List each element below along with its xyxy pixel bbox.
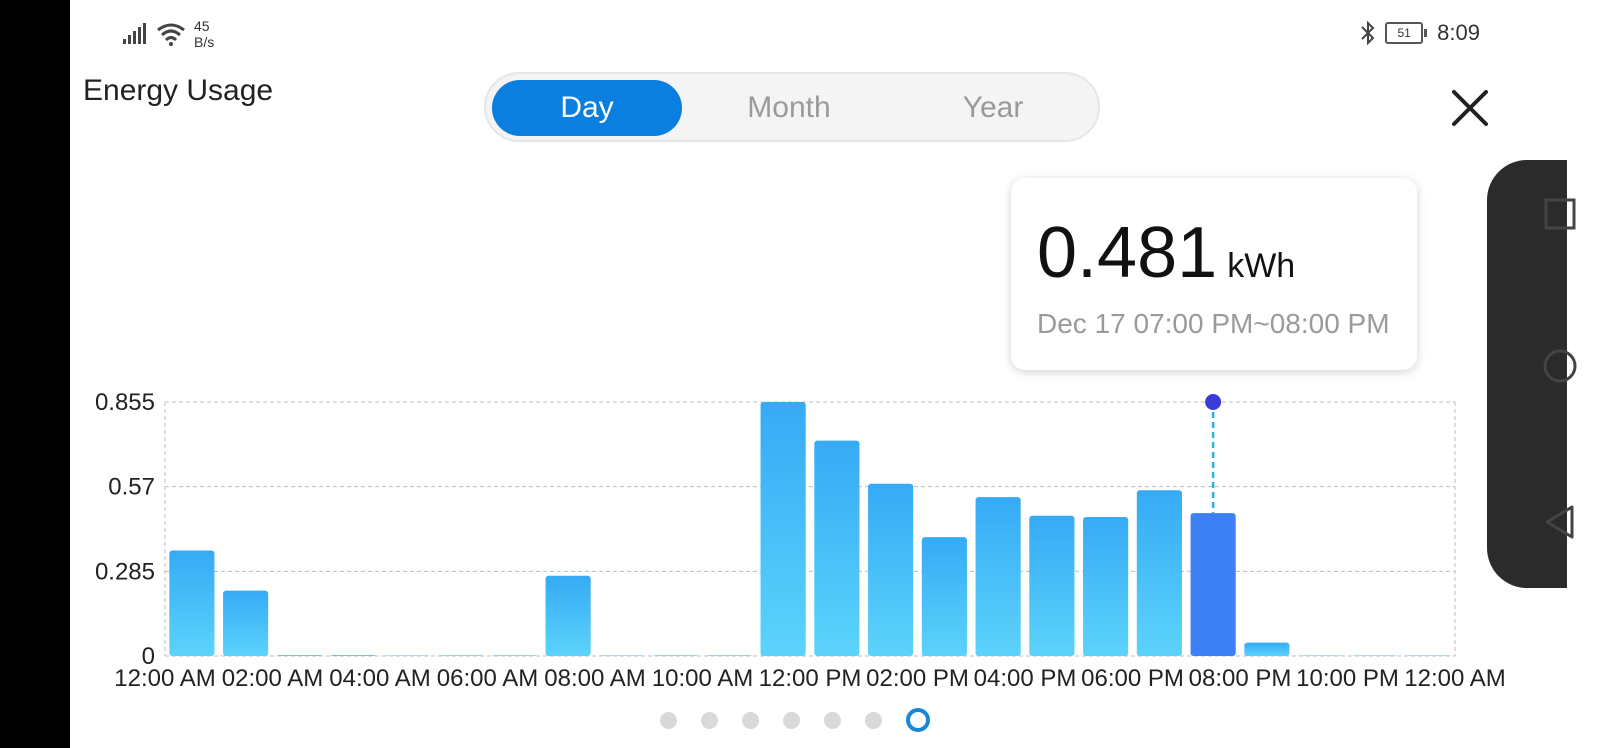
bar[interactable] xyxy=(868,483,914,656)
tab-year[interactable]: Year xyxy=(962,91,1024,124)
bar[interactable] xyxy=(384,655,430,657)
bar[interactable] xyxy=(276,655,322,656)
app-screen: 45 B/s 51 8:09 Energy Usage Day Month Ye… xyxy=(70,0,1520,748)
tooltip-time-range: Dec 17 07:00 PM~08:00 PM xyxy=(1037,308,1390,339)
x-tick-label: 04:00 AM xyxy=(329,665,430,692)
x-tick-label: 06:00 AM xyxy=(437,665,538,692)
network-speed-unit: B/s xyxy=(194,34,215,50)
pager-dot[interactable] xyxy=(742,711,759,729)
bar[interactable] xyxy=(1298,655,1344,657)
bar[interactable] xyxy=(1351,655,1397,657)
battery-level: 51 xyxy=(1397,26,1411,40)
x-tick-label: 06:00 PM xyxy=(1081,665,1184,692)
x-tick-label: 12:00 PM xyxy=(759,665,862,692)
x-tick-label: 08:00 PM xyxy=(1189,665,1292,692)
value-tooltip: 0.481 kWh Dec 17 07:00 PM~08:00 PM xyxy=(1011,178,1417,370)
home-icon[interactable] xyxy=(1542,348,1578,384)
back-icon[interactable] xyxy=(1542,504,1578,540)
network-speed-value: 45 xyxy=(194,18,210,34)
x-tick-label: 02:00 PM xyxy=(866,665,969,692)
pager-dot[interactable] xyxy=(783,711,800,729)
x-tick-label: 10:00 PM xyxy=(1296,665,1399,692)
pager-dot[interactable] xyxy=(824,711,841,729)
bar[interactable] xyxy=(921,537,967,656)
period-selector: Day Month Year xyxy=(484,72,1100,142)
y-tick-label: 0.855 xyxy=(95,389,155,416)
pager-dot[interactable] xyxy=(660,711,677,729)
battery-icon: 51 xyxy=(1385,22,1428,44)
status-left: 45 B/s xyxy=(122,18,214,50)
energy-bar-chart[interactable]: 0 0.285 0.57 0.855 12:00 AM 02:00 AM 04:00 AM 0… xyxy=(70,380,1520,700)
x-tick-label: 12:00 AM xyxy=(114,665,215,692)
bar[interactable] xyxy=(1244,642,1290,656)
x-tick-label: 12:00 AM xyxy=(1404,665,1505,692)
pager-dot[interactable] xyxy=(906,708,930,732)
bar[interactable] xyxy=(814,440,860,656)
pager-dot[interactable] xyxy=(865,711,882,729)
bar[interactable] xyxy=(599,655,645,657)
bar[interactable] xyxy=(706,655,752,656)
bar[interactable] xyxy=(491,655,537,656)
pager-dot[interactable] xyxy=(701,711,718,729)
close-icon[interactable] xyxy=(1450,88,1490,128)
selection-marker xyxy=(1205,394,1222,410)
bar[interactable] xyxy=(975,497,1021,656)
x-tick-label: 10:00 AM xyxy=(652,665,753,692)
recent-apps-icon[interactable] xyxy=(1542,196,1578,232)
x-tick-label: 04:00 PM xyxy=(974,665,1077,692)
bar[interactable] xyxy=(223,590,269,656)
bar[interactable] xyxy=(1405,655,1451,657)
page-title: Energy Usage xyxy=(83,74,274,107)
bar[interactable] xyxy=(1136,490,1182,656)
bar[interactable] xyxy=(438,655,484,656)
bluetooth-icon xyxy=(1361,20,1375,46)
bar[interactable] xyxy=(169,550,215,656)
pager-dots xyxy=(660,708,930,732)
network-speed: 45 B/s xyxy=(194,18,214,50)
bar[interactable] xyxy=(1083,516,1129,656)
bar[interactable] xyxy=(545,575,591,656)
x-tick-label: 08:00 AM xyxy=(544,665,645,692)
tooltip-value-line: 0.481 kWh xyxy=(1037,212,1295,294)
tooltip-value: 0.481 xyxy=(1037,213,1218,293)
bar[interactable] xyxy=(653,655,699,656)
clock: 8:09 xyxy=(1437,20,1480,45)
x-tick-label: 02:00 AM xyxy=(222,665,323,692)
bar[interactable] xyxy=(330,655,376,656)
wifi-icon xyxy=(157,23,185,46)
status-right: 51 8:09 xyxy=(1359,20,1480,46)
y-tick-label: 0.57 xyxy=(108,474,155,501)
navigation-bar xyxy=(1520,160,1600,588)
selected-bar[interactable] xyxy=(1190,513,1236,656)
bar[interactable] xyxy=(1029,515,1075,656)
y-tick-label: 0 xyxy=(142,643,155,670)
left-black-margin xyxy=(0,0,70,748)
tooltip-unit: kWh xyxy=(1227,247,1296,285)
y-tick-label: 0.285 xyxy=(95,558,155,585)
tab-month[interactable]: Month xyxy=(747,91,831,124)
signal-icon xyxy=(123,23,146,44)
tab-day[interactable]: Day xyxy=(492,80,682,136)
bar[interactable] xyxy=(760,402,806,656)
